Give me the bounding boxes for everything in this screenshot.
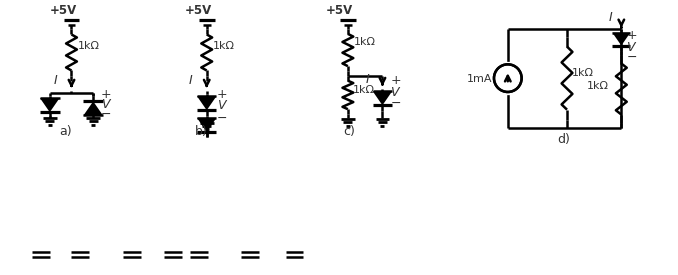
Text: −: − — [216, 112, 227, 125]
Text: +5V: +5V — [326, 4, 353, 17]
Polygon shape — [197, 118, 216, 132]
Text: 1kΩ: 1kΩ — [354, 37, 376, 46]
Text: I: I — [189, 74, 193, 87]
Text: I: I — [608, 11, 612, 24]
Text: V: V — [101, 98, 110, 111]
Polygon shape — [612, 33, 631, 46]
Text: 1kΩ: 1kΩ — [572, 68, 594, 78]
Text: +: + — [101, 88, 112, 101]
Text: V: V — [216, 99, 225, 112]
Text: −: − — [101, 108, 112, 121]
Text: I: I — [365, 73, 370, 86]
Polygon shape — [83, 101, 103, 115]
Text: −: − — [626, 51, 637, 64]
Polygon shape — [373, 91, 392, 105]
Text: d): d) — [557, 133, 570, 146]
Text: 1kΩ: 1kΩ — [77, 40, 100, 51]
Polygon shape — [40, 98, 60, 112]
Text: +: + — [216, 88, 227, 101]
Text: +: + — [626, 29, 637, 42]
Text: +5V: +5V — [49, 4, 77, 17]
Text: b): b) — [195, 125, 207, 138]
Text: 1mA: 1mA — [466, 74, 492, 84]
Text: +5V: +5V — [185, 4, 212, 17]
Text: a): a) — [60, 125, 73, 138]
Text: I: I — [54, 74, 58, 87]
Text: V: V — [391, 86, 399, 99]
Text: 1kΩ: 1kΩ — [586, 81, 609, 91]
Text: 1kΩ: 1kΩ — [213, 40, 235, 51]
Text: V: V — [626, 40, 635, 54]
Text: 1kΩ: 1kΩ — [353, 85, 375, 95]
Text: +: + — [391, 74, 401, 87]
Polygon shape — [197, 96, 216, 110]
Text: c): c) — [343, 125, 355, 138]
Text: −: − — [391, 97, 401, 110]
